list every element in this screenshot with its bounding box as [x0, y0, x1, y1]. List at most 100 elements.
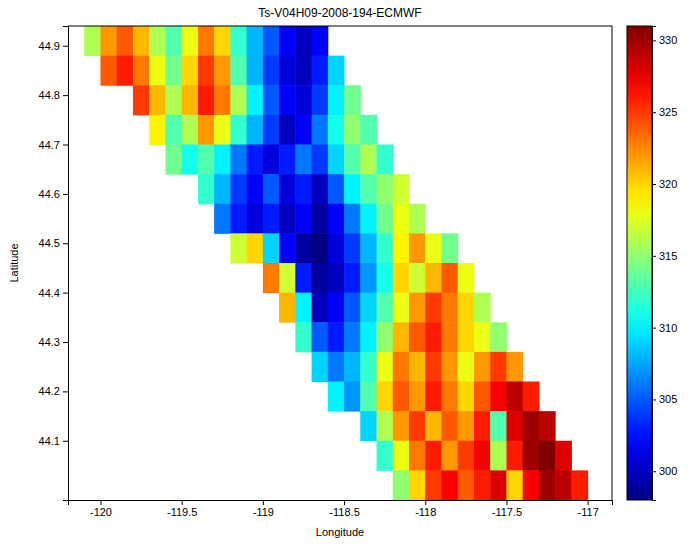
cell: [328, 56, 345, 86]
tick: 44.1: [39, 435, 68, 447]
cell: [100, 56, 117, 86]
cell: [214, 115, 231, 145]
tick-label: 44.9: [39, 40, 60, 52]
tick-label: -119.5: [167, 506, 197, 518]
cell: [295, 263, 312, 293]
cell: [328, 204, 345, 234]
cell: [133, 85, 150, 115]
tick-label: 44.5: [39, 237, 60, 249]
cell: [312, 26, 329, 56]
tick: 44.2: [39, 385, 68, 397]
cell: [409, 293, 426, 323]
cell: [360, 293, 377, 323]
cell: [182, 26, 199, 56]
cell: [328, 352, 345, 382]
cell: [214, 56, 231, 86]
cell: [360, 145, 377, 175]
tick-mark: [263, 500, 264, 505]
tick: 320: [652, 178, 677, 190]
tick-mark: [652, 112, 656, 113]
cell: [328, 233, 345, 263]
cell: [295, 145, 312, 175]
cell: [441, 441, 458, 471]
cell: [409, 470, 426, 500]
cell: [393, 411, 410, 441]
title: Ts-V04H09-2008-194-ECMWF: [258, 6, 421, 20]
cell: [328, 263, 345, 293]
cell: [377, 293, 394, 323]
cell: [230, 204, 247, 234]
cell: [279, 115, 296, 145]
cell: [506, 470, 523, 500]
tick-label: 330: [659, 34, 677, 46]
tick-label: 44.2: [39, 385, 60, 397]
tick-mark: [652, 256, 656, 257]
cell: [441, 470, 458, 500]
cell: [441, 263, 458, 293]
cell: [247, 85, 264, 115]
tick-mark: [652, 184, 656, 185]
plot-frame: [68, 26, 612, 27]
x-axis-title: Longitude: [316, 526, 364, 538]
cell: [458, 263, 475, 293]
cell: [247, 174, 264, 204]
tick-label: 300: [659, 465, 677, 477]
cell: [312, 174, 329, 204]
cell: [425, 470, 442, 500]
cell: [344, 115, 361, 145]
cell: [214, 85, 231, 115]
tick-mark: [63, 46, 68, 47]
chart: -120-119.5-119-118.5-118-117.5-117 44.1 44…: [0, 0, 696, 549]
cell: [247, 145, 264, 175]
tick: 44.5: [39, 237, 68, 249]
cell: [247, 26, 264, 56]
cell: [393, 293, 410, 323]
tick-mark: [63, 293, 68, 294]
cell: [100, 26, 117, 56]
cell: [198, 26, 215, 56]
cell: [279, 204, 296, 234]
cell: [425, 441, 442, 471]
cell: [539, 441, 556, 471]
cell: [490, 382, 507, 412]
tick: 325: [652, 106, 677, 118]
cell: [247, 204, 264, 234]
cell: [377, 322, 394, 352]
cell: [295, 174, 312, 204]
cell: [295, 115, 312, 145]
cell: [214, 174, 231, 204]
cell: [295, 204, 312, 234]
cell: [312, 204, 329, 234]
cell: [149, 85, 166, 115]
cell: [344, 322, 361, 352]
cell: [441, 411, 458, 441]
tick-mark: [63, 194, 68, 195]
cell: [279, 85, 296, 115]
cell: [360, 174, 377, 204]
cell: [295, 322, 312, 352]
cell: [198, 85, 215, 115]
cell: [165, 56, 182, 86]
cell: [165, 85, 182, 115]
cell: [263, 174, 280, 204]
cell: [328, 85, 345, 115]
cell: [409, 322, 426, 352]
cell: [360, 115, 377, 145]
tick: 300: [652, 465, 677, 477]
cell: [312, 115, 329, 145]
cell: [149, 115, 166, 145]
cell: [506, 352, 523, 382]
cell: [230, 145, 247, 175]
cell: [393, 174, 410, 204]
cell: [328, 174, 345, 204]
cell: [344, 382, 361, 412]
x-axis: -120-119.5-119-118.5-118-117.5-117: [69, 500, 613, 518]
y-axis: 44.144.244.344.444.544.644.744.844.9: [39, 27, 69, 501]
tick: -117: [578, 500, 599, 518]
tick: -118.5: [329, 500, 359, 518]
tick-label: 44.8: [39, 89, 60, 101]
cell: [409, 411, 426, 441]
cell: [182, 145, 199, 175]
cell: [539, 470, 556, 500]
tick-label: 44.7: [39, 139, 60, 151]
